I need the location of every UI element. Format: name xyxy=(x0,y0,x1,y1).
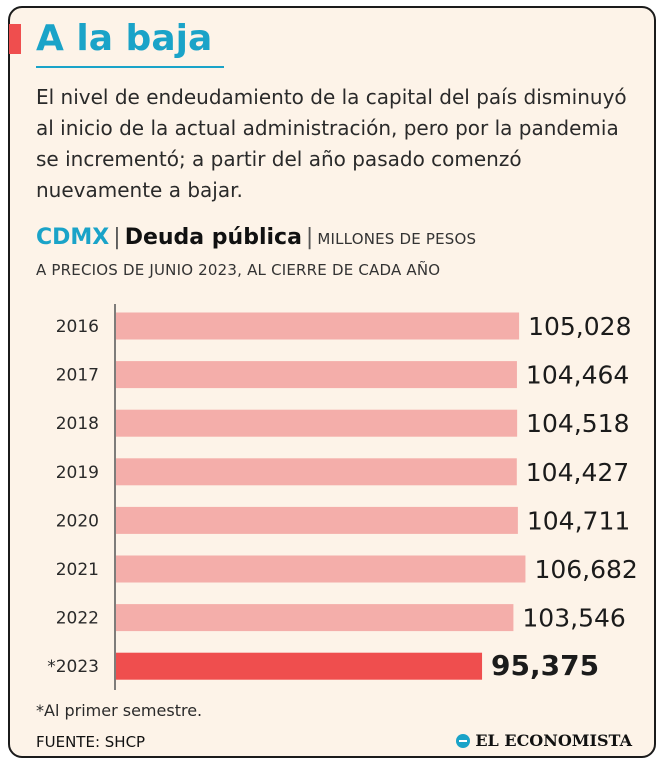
source-credit: FUENTE: SHCP xyxy=(36,733,146,751)
bar xyxy=(116,312,520,340)
value-label: 103,546 xyxy=(522,604,625,633)
category-label: 2017 xyxy=(56,366,99,386)
bar xyxy=(116,555,526,583)
value-label: 106,682 xyxy=(534,555,637,584)
value-label: 95,375 xyxy=(491,649,599,682)
category-label: 2019 xyxy=(56,463,99,483)
subtitle-units: MILLONES DE PESOS xyxy=(317,230,477,248)
category-label: *2023 xyxy=(47,657,99,677)
title-underline xyxy=(36,66,224,68)
subtitle-separator-1: | xyxy=(113,225,121,250)
value-label: 104,427 xyxy=(526,458,629,487)
brand-logo: EL ECONOMISTA xyxy=(456,731,632,750)
category-label: 2022 xyxy=(56,609,99,629)
category-label: 2021 xyxy=(56,560,99,580)
page-title: A la baja xyxy=(36,18,213,59)
category-label: 2018 xyxy=(56,414,99,434)
value-label: 104,518 xyxy=(526,409,629,438)
lead-paragraph: El nivel de endeudamiento de la capital … xyxy=(36,85,627,202)
bar xyxy=(116,409,518,437)
footnote: *Al primer semestre. xyxy=(36,701,203,720)
value-label: 105,028 xyxy=(528,312,631,341)
subtitle-separator-2: | xyxy=(305,225,314,250)
subtitle-geo: CDMX xyxy=(36,225,110,250)
value-label: 104,464 xyxy=(526,361,629,390)
bar xyxy=(116,458,517,486)
chart-marks: 2016 105,028 2017 104,464 2018 104,518 2019 104… xyxy=(47,312,638,682)
category-label: 2020 xyxy=(56,511,99,531)
bar xyxy=(116,506,518,534)
chart-subtitle: CDMX | Deuda pública | MILLONES DE PESOS xyxy=(36,221,476,256)
subtitle-topic: Deuda pública xyxy=(124,225,302,250)
bar xyxy=(116,652,483,680)
chart-units-note: A PRECIOS DE JUNIO 2023, AL CIERRE DE CA… xyxy=(36,261,441,279)
category-label: 2016 xyxy=(56,317,99,337)
title-marker xyxy=(9,24,21,54)
value-label: 104,711 xyxy=(527,506,630,535)
brand-icon xyxy=(456,733,471,748)
bar xyxy=(116,604,514,632)
bar xyxy=(116,361,517,389)
brand-name: EL ECONOMISTA xyxy=(475,731,632,750)
